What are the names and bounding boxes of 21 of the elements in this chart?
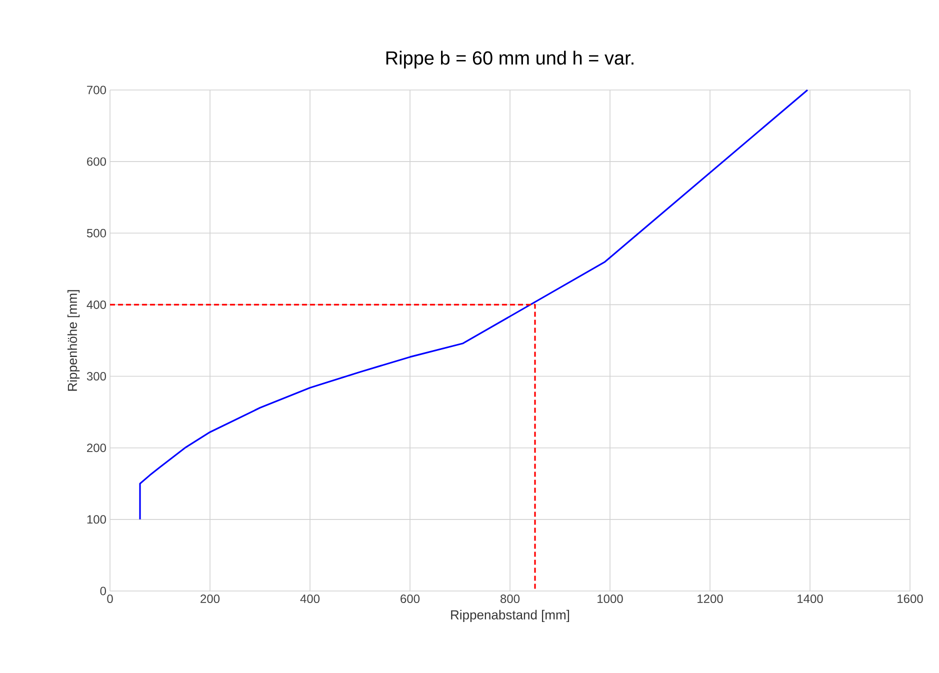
chart-title: Rippe b = 60 mm und h = var.: [386, 50, 634, 68]
x-tick-label: 800: [500, 594, 520, 604]
y-tick-label: 500: [86, 228, 106, 238]
x-tick-label: 0: [107, 594, 113, 604]
x-axis-title: Rippenabstand [mm]: [451, 610, 570, 622]
x-tick-label: 400: [300, 594, 320, 604]
x-tick-label: 200: [200, 594, 220, 604]
x-tick-label: 1000: [598, 594, 623, 604]
y-tick-label: 200: [87, 444, 106, 452]
y-tick-label: 600: [87, 157, 106, 166]
y-tick-label: 400: [86, 300, 106, 309]
y-axis-title: Rippenhöhe [mm]: [67, 290, 80, 391]
x-tick-label: 1400: [798, 594, 823, 604]
y-tick-label: 0: [100, 586, 106, 596]
x-tick-label: 1200: [698, 594, 723, 604]
y-tick-label: 700: [87, 86, 106, 94]
x-tick-label: 600: [400, 594, 420, 604]
y-tick-label: 100: [87, 515, 106, 524]
x-tick-label: 1600: [898, 594, 923, 604]
y-tick-label: 300: [86, 372, 106, 381]
line-series: [139, 89, 808, 520]
